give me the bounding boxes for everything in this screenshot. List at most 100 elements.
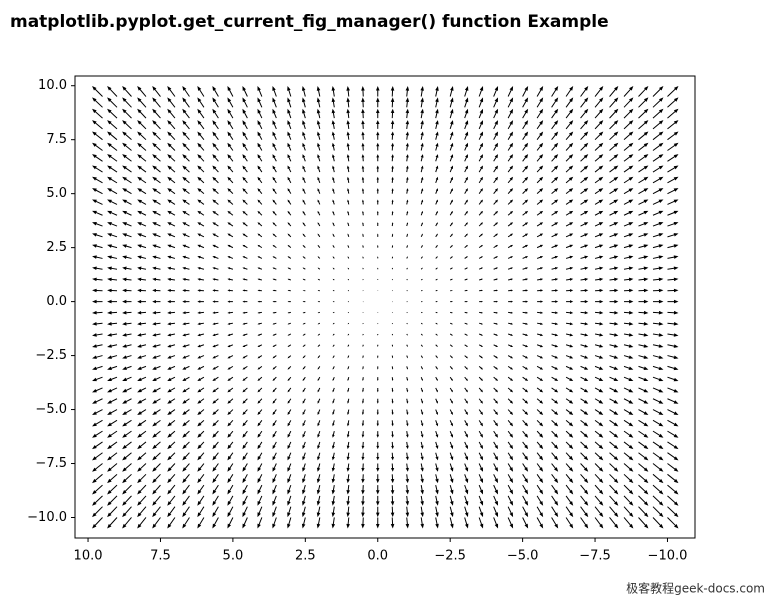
arrow	[122, 188, 132, 195]
arrow	[667, 484, 679, 495]
arrow	[376, 420, 379, 427]
arrow	[212, 430, 219, 438]
arrow	[478, 398, 484, 404]
arrow	[332, 256, 335, 259]
arrow	[667, 355, 679, 359]
arrow	[623, 310, 634, 315]
arrow	[565, 108, 574, 119]
arrow	[182, 322, 190, 326]
arrow	[346, 131, 350, 140]
arrow	[594, 355, 604, 359]
arrow	[257, 289, 262, 292]
arrow	[197, 484, 205, 495]
arrow	[272, 506, 277, 518]
arrow	[652, 452, 664, 461]
arrow	[565, 365, 574, 370]
arrow	[623, 244, 634, 249]
arrow	[152, 86, 161, 97]
arrow	[435, 256, 438, 259]
arrow	[420, 154, 424, 162]
arrow	[272, 333, 277, 336]
arrow	[594, 484, 604, 495]
arrow	[182, 506, 190, 518]
arrow	[242, 86, 248, 97]
arrow	[551, 495, 559, 506]
arrow	[317, 233, 321, 238]
arrow	[197, 289, 204, 292]
arrow	[609, 120, 619, 130]
arrow	[346, 420, 350, 427]
arrow	[167, 244, 176, 249]
arrow	[667, 97, 679, 108]
arrow	[302, 244, 306, 248]
arrow	[332, 311, 335, 314]
arrow	[405, 463, 409, 472]
arrow	[107, 277, 118, 282]
arrow	[152, 430, 161, 438]
arrow	[493, 86, 499, 97]
arrow	[609, 277, 619, 282]
arrow	[272, 289, 277, 292]
arrow	[449, 222, 453, 227]
arrow	[652, 344, 664, 348]
arrow	[212, 165, 219, 173]
arrow	[405, 474, 410, 484]
arrow	[464, 165, 468, 173]
arrow	[197, 365, 205, 370]
arrow	[167, 86, 176, 97]
arrow	[580, 120, 589, 130]
arrow	[507, 267, 514, 270]
arrow	[624, 299, 634, 304]
arrow	[152, 288, 161, 293]
arrow	[580, 188, 589, 195]
arrow	[167, 233, 176, 238]
arrow	[197, 355, 205, 359]
arrow	[595, 288, 604, 293]
arrow	[316, 97, 321, 108]
arrow	[638, 484, 649, 495]
arrow	[508, 311, 514, 314]
arrow	[623, 452, 634, 461]
arrow	[182, 463, 190, 472]
arrow	[522, 484, 529, 495]
arrow	[522, 506, 529, 518]
arrow	[420, 222, 423, 227]
arrow	[449, 233, 453, 238]
y-tick-label: −7.5	[35, 456, 67, 471]
arrow	[390, 474, 395, 484]
arrow	[623, 409, 634, 416]
arrow	[435, 222, 438, 227]
arrow	[478, 222, 484, 227]
arrow	[375, 506, 380, 518]
arrow	[137, 255, 147, 259]
arrow	[478, 441, 484, 450]
arrow	[493, 474, 499, 484]
arrow	[551, 86, 559, 97]
arrow	[377, 256, 379, 259]
arrow	[167, 376, 176, 382]
arrow	[522, 278, 529, 281]
arrow	[478, 199, 484, 205]
arrow	[594, 165, 604, 173]
arrow	[652, 288, 664, 293]
arrow	[391, 176, 394, 183]
arrow	[122, 266, 132, 271]
arrow	[137, 473, 147, 484]
arrow	[107, 365, 118, 370]
arrow	[580, 365, 589, 370]
arrow	[522, 398, 529, 404]
arrow	[450, 322, 453, 325]
arrow	[317, 244, 321, 248]
arrow	[536, 409, 544, 416]
arrow	[197, 419, 205, 427]
arrow	[551, 344, 559, 348]
arrow	[302, 108, 306, 119]
arrow	[302, 233, 306, 238]
arrow	[332, 267, 335, 270]
arrow	[536, 430, 544, 438]
arrow	[152, 355, 161, 359]
arrow	[122, 398, 132, 404]
arrow	[507, 484, 514, 495]
arrow	[137, 233, 147, 238]
arrow	[212, 222, 219, 227]
